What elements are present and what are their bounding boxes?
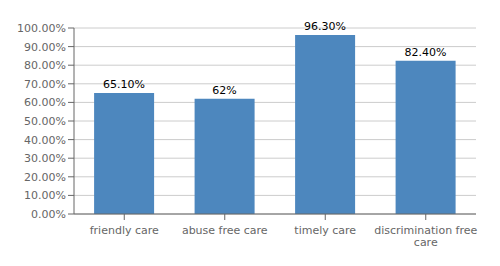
svg-text:60.00%: 60.00%: [24, 96, 66, 109]
svg-text:96.30%: 96.30%: [304, 20, 346, 33]
svg-text:friendly care: friendly care: [90, 224, 159, 237]
svg-text:30.00%: 30.00%: [24, 152, 66, 165]
svg-text:40.00%: 40.00%: [24, 134, 66, 147]
svg-text:90.00%: 90.00%: [24, 41, 66, 54]
svg-text:20.00%: 20.00%: [24, 171, 66, 184]
svg-text:10.00%: 10.00%: [24, 189, 66, 202]
svg-text:82.40%: 82.40%: [405, 46, 447, 59]
svg-text:100.00%: 100.00%: [17, 22, 66, 35]
svg-text:0.00%: 0.00%: [31, 208, 66, 221]
svg-text:70.00%: 70.00%: [24, 78, 66, 91]
svg-text:80.00%: 80.00%: [24, 59, 66, 72]
svg-text:discrimination freecare: discrimination freecare: [374, 224, 477, 250]
svg-text:abuse free care: abuse free care: [182, 224, 268, 237]
svg-text:timely care: timely care: [294, 224, 356, 237]
svg-text:50.00%: 50.00%: [24, 115, 66, 128]
svg-text:62%: 62%: [212, 84, 236, 97]
svg-text:65.10%: 65.10%: [103, 78, 145, 91]
